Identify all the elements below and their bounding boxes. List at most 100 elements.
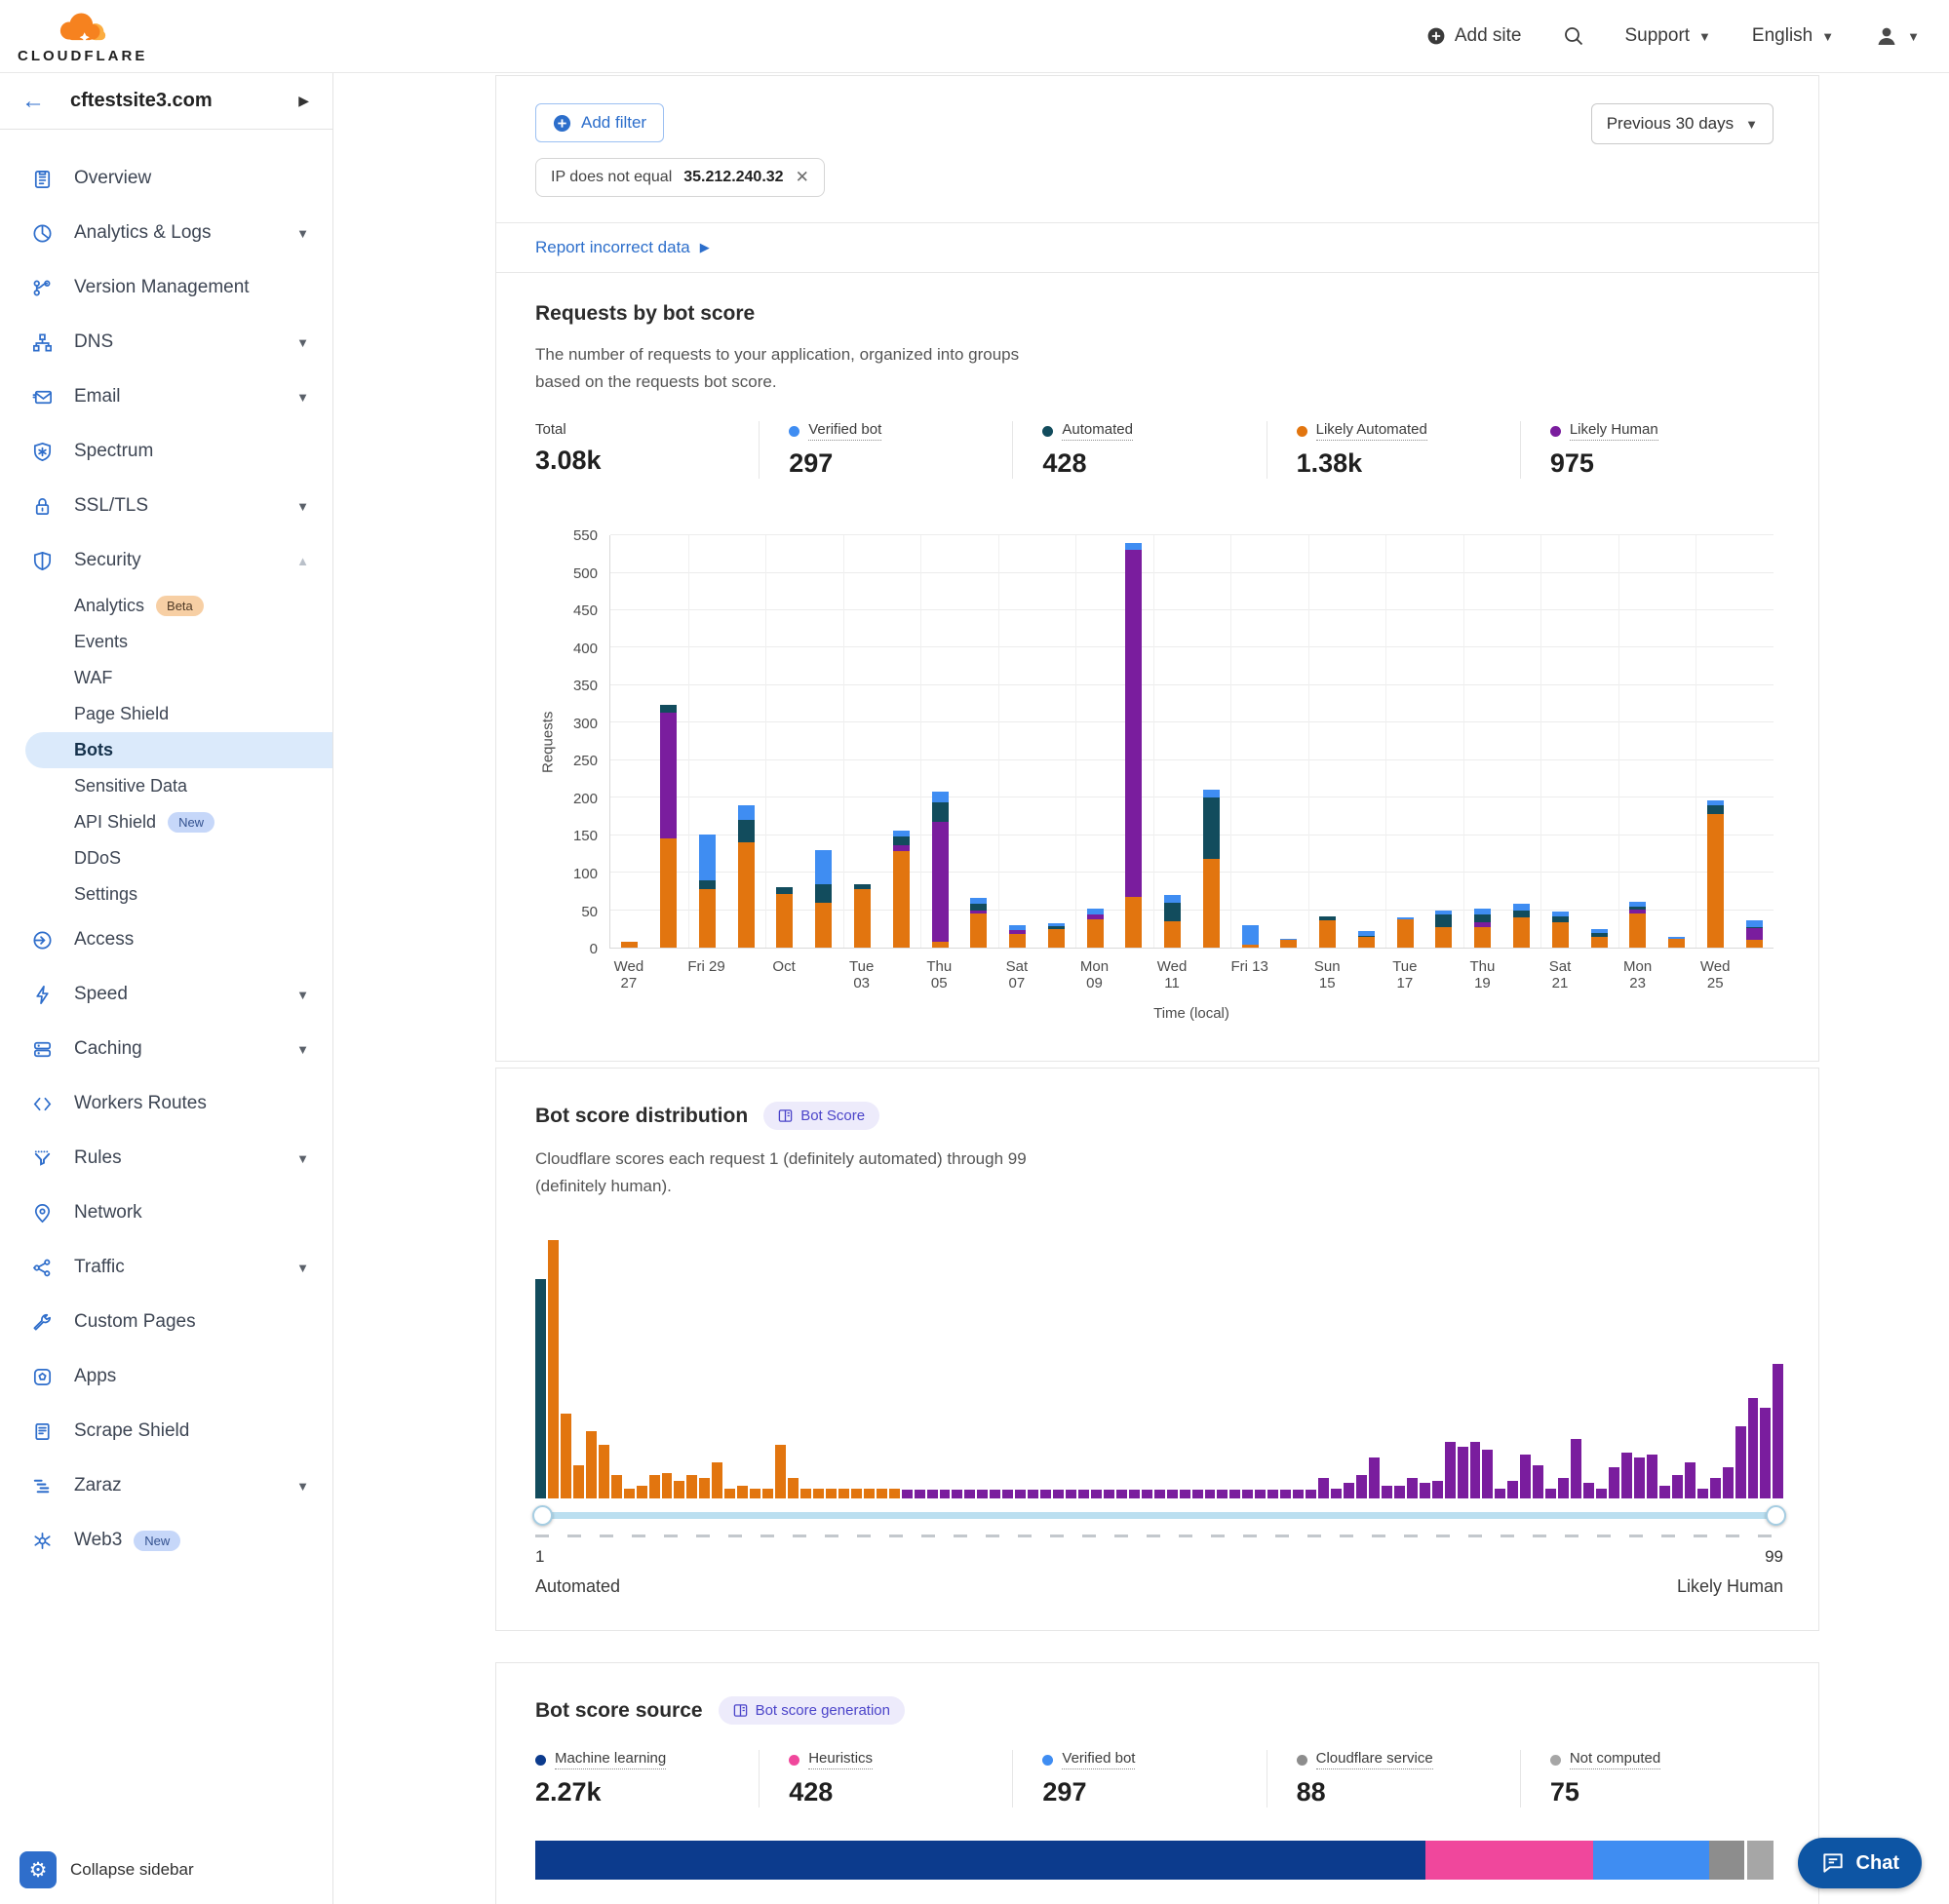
stat-label-text: Automated (1062, 421, 1133, 442)
bar-segment-automated (1435, 914, 1453, 927)
x-tick-label: Mon 23 (1623, 958, 1653, 992)
stacked-bar-wed-27-0 (621, 941, 639, 949)
sidebar-item-security[interactable]: Security ▲ (0, 533, 332, 588)
stat-label[interactable]: Machine learning (535, 1750, 759, 1770)
x-tick-label (1346, 958, 1385, 991)
sidebar-item-network[interactable]: Network (0, 1185, 332, 1240)
bot-score-generation-badge[interactable]: Bot score generation (718, 1696, 905, 1726)
stat-label[interactable]: Verified bot (789, 421, 1012, 442)
sidebar-subitem-settings[interactable]: Settings (0, 876, 332, 913)
slider-max-handle[interactable] (1766, 1505, 1786, 1527)
histogram-bar-score-69 (1393, 1485, 1405, 1499)
sidebar-item-analytics-logs[interactable]: Analytics & Logs ▼ (0, 206, 332, 260)
bar-segment-verified-bot (815, 849, 833, 884)
sidebar-item-zaraz[interactable]: Zaraz ▼ (0, 1458, 332, 1513)
sidebar-subitem-api-shield[interactable]: API Shield New (0, 804, 332, 840)
sidebar-item-ssl-tls[interactable]: SSL/TLS ▼ (0, 479, 332, 533)
sidebar-item-workers-routes[interactable]: Workers Routes (0, 1076, 332, 1131)
sidebar-subitem-events[interactable]: Events (0, 624, 332, 660)
bar-segment-likely-automated (660, 838, 678, 949)
sidebar-item-traffic[interactable]: Traffic ▼ (0, 1240, 332, 1295)
stat-label[interactable]: Not computed (1549, 1750, 1774, 1770)
stacked-bar-mon-09-12 (1086, 909, 1104, 949)
stat-label[interactable]: Automated (1042, 421, 1266, 442)
remove-filter-icon[interactable]: ✕ (795, 168, 809, 186)
filter-chip[interactable]: IP does not equal 35.212.240.32 ✕ (535, 158, 825, 197)
bar-segment-verified-bot (970, 898, 988, 905)
sidebar-item-access[interactable]: Access (0, 913, 332, 967)
stat-label-text: Verified bot (1062, 1750, 1136, 1770)
gear-icon: ⚙ (28, 1858, 48, 1882)
slider-min-handle[interactable] (532, 1505, 553, 1527)
sidebar-item-caching[interactable]: Caching ▼ (0, 1022, 332, 1076)
collapse-sidebar-button[interactable]: Collapse sidebar (70, 1860, 194, 1879)
stat-value: 1.38k (1296, 448, 1363, 479)
sidebar-item-label: Traffic (74, 1257, 125, 1277)
stat-label[interactable]: Cloudflare service (1296, 1750, 1520, 1770)
stat-label-text: Not computed (1569, 1750, 1661, 1770)
stacked-bar-thu-19-22 (1474, 909, 1492, 949)
slider-track[interactable] (535, 1512, 1783, 1520)
x-tick-label: Sun 15 (1313, 958, 1341, 992)
language-menu[interactable]: English ▼ (1751, 25, 1835, 46)
histogram-bar-score-36 (977, 1489, 989, 1499)
bar-segment-likely-human (1009, 929, 1027, 935)
sidebar-item-custom-pages[interactable]: Custom Pages (0, 1295, 332, 1349)
sidebar-item-web3[interactable]: Web3 New (0, 1513, 332, 1568)
stat-label[interactable]: Likely Automated (1296, 421, 1520, 442)
cloudflare-logo[interactable]: CLOUDFLARE (18, 10, 147, 63)
bar-segment-automated (1164, 902, 1182, 922)
sidebar-item-speed[interactable]: Speed ▼ (0, 967, 332, 1022)
site-switcher-chevron-icon[interactable]: ▶ (298, 93, 309, 108)
sidebar-item-label: Security (74, 550, 141, 570)
sidebar-subitem-page-shield[interactable]: Page Shield (0, 696, 332, 732)
stat-label[interactable]: Verified bot (1042, 1750, 1266, 1770)
add-site-button[interactable]: Add site (1426, 25, 1522, 47)
account-menu[interactable]: ▼ (1875, 24, 1920, 48)
x-tick-label (725, 958, 764, 991)
support-menu[interactable]: Support ▼ (1624, 25, 1711, 46)
legend-dot (789, 1754, 800, 1766)
search-button[interactable] (1563, 25, 1584, 47)
stat-label[interactable]: Likely Human (1549, 421, 1774, 442)
histogram-bar-score-21 (788, 1478, 799, 1499)
histogram-bar-score-85 (1596, 1488, 1608, 1499)
sidebar-nav: Overview Analytics & Logs ▼ Version Managem… (0, 130, 332, 1840)
sidebar-item-scrape-shield[interactable]: Scrape Shield (0, 1404, 332, 1458)
date-range-select[interactable]: Previous 30 days ▼ (1590, 103, 1774, 144)
sidebar-item-apps[interactable]: Apps (0, 1349, 332, 1404)
sidebar-item-overview[interactable]: Overview (0, 151, 332, 206)
sidebar-item-dns[interactable]: DNS ▼ (0, 315, 332, 369)
histogram-bar-score-34 (952, 1489, 963, 1499)
sidebar-subitem-ddos[interactable]: DDoS (0, 840, 332, 876)
web3-icon (29, 1528, 55, 1553)
sidebar-item-version-management[interactable]: Version Management (0, 260, 332, 315)
histogram-bar-score-19 (762, 1488, 774, 1499)
bar-segment-verified-bot (737, 804, 755, 821)
sidebar-subitem-sensitive-data[interactable]: Sensitive Data (0, 768, 332, 804)
histogram-bar-score-7 (610, 1475, 622, 1499)
score-range-slider (532, 1504, 1786, 1527)
report-incorrect-data-link[interactable]: Report incorrect data (535, 238, 690, 256)
sidebar-subitem-waf[interactable]: WAF (0, 660, 332, 696)
bar-segment-automated (1202, 797, 1220, 860)
settings-gear-button[interactable]: ⚙ (19, 1851, 57, 1888)
sidebar-subitem-bots[interactable]: Bots (25, 732, 332, 768)
stat-label[interactable]: Heuristics (789, 1750, 1012, 1770)
histogram-bar-score-59 (1267, 1489, 1279, 1499)
histogram-bar-score-95 (1722, 1467, 1734, 1499)
bar-segment-verified-bot (1435, 910, 1453, 915)
sidebar-item-email[interactable]: Email ▼ (0, 369, 332, 424)
bar-segment-automated (1745, 926, 1763, 929)
histogram-bar-score-90 (1658, 1485, 1670, 1499)
sidebar-subitem-analytics[interactable]: Analytics Beta (0, 588, 332, 624)
chat-button[interactable]: Chat (1797, 1838, 1922, 1888)
sidebar-item-spectrum[interactable]: Spectrum (0, 424, 332, 479)
stacked-bar-fri-20-23 (1512, 904, 1530, 949)
bar-segment-verified-bot (1474, 909, 1492, 915)
back-arrow-icon[interactable]: ← (21, 87, 45, 114)
sidebar-item-rules[interactable]: Rules ▼ (0, 1131, 332, 1185)
sidebar-item-label: Zaraz (74, 1475, 122, 1496)
bot-score-badge[interactable]: Bot Score (763, 1102, 880, 1131)
add-filter-button[interactable]: Add filter (535, 103, 665, 142)
